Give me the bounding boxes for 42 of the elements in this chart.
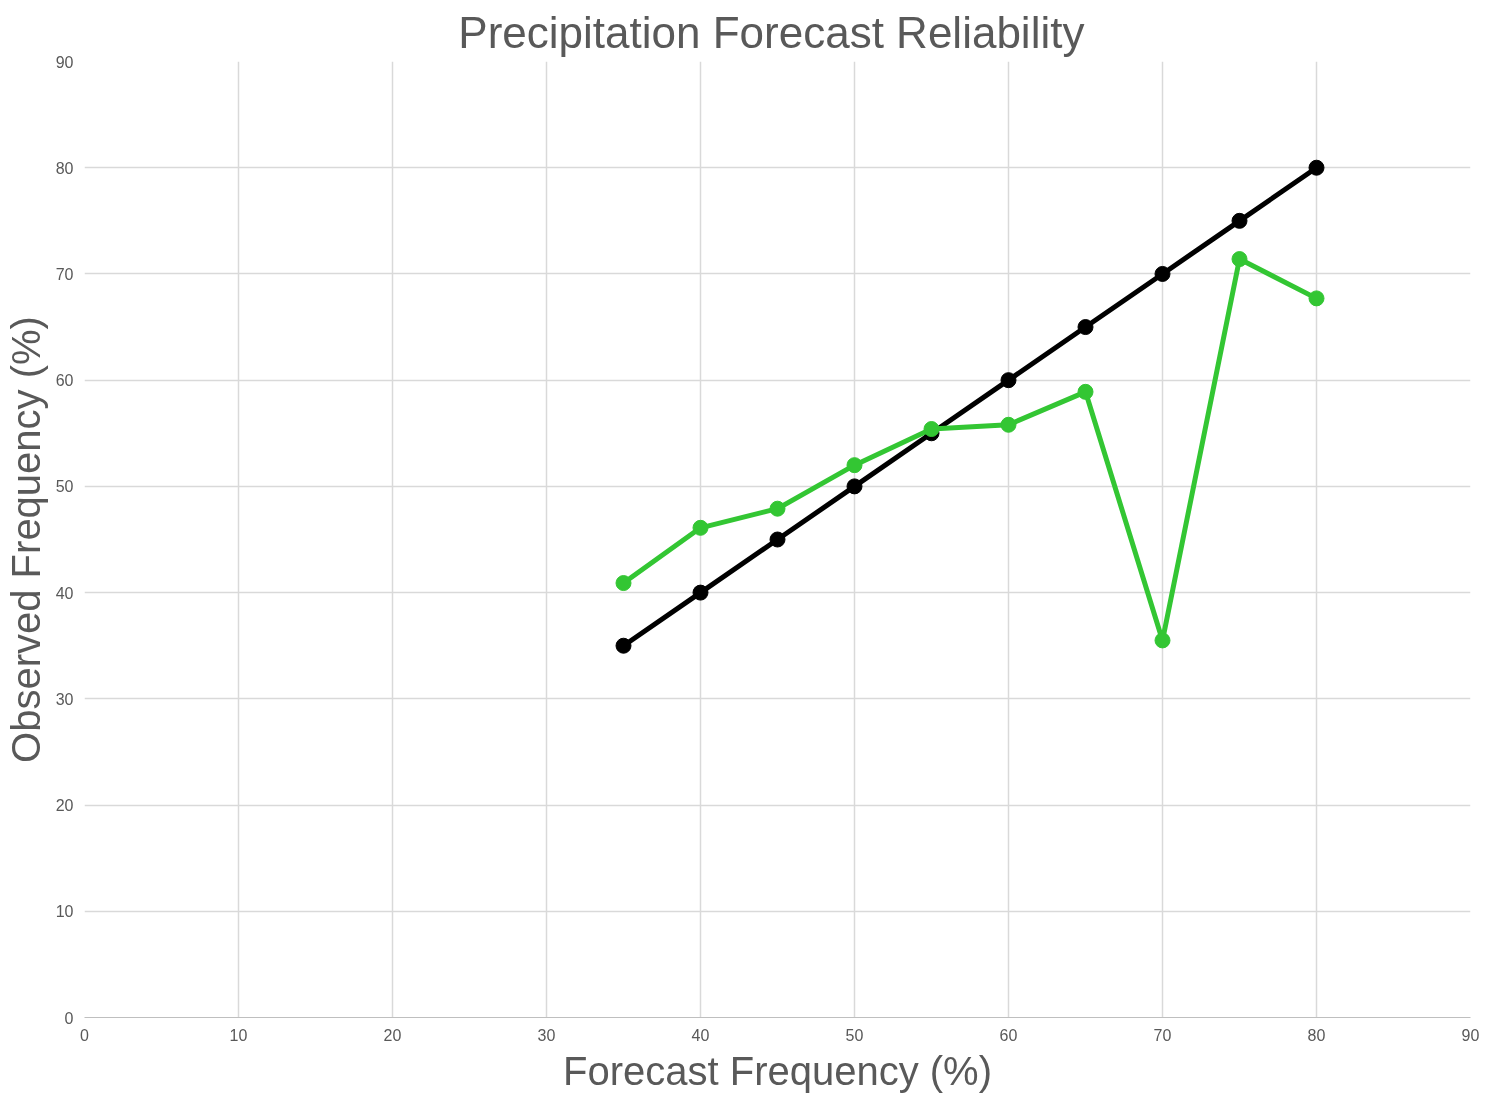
point xyxy=(692,519,709,536)
point xyxy=(769,500,786,517)
y-tick-label: 20 xyxy=(55,797,74,815)
x-tick-label: 90 xyxy=(1461,1026,1480,1044)
point xyxy=(1308,290,1325,307)
point xyxy=(1000,416,1017,433)
point xyxy=(1154,265,1171,282)
x-tick-label: 70 xyxy=(1153,1026,1172,1044)
point xyxy=(1231,251,1248,268)
x-tick-label: 0 xyxy=(80,1026,90,1044)
point xyxy=(1077,319,1094,336)
x-tick-label: 30 xyxy=(537,1026,556,1044)
chart-title: Precipitation Forecast Reliability xyxy=(458,7,1085,57)
point xyxy=(769,531,786,548)
point xyxy=(615,575,632,592)
y-tick-label: 40 xyxy=(55,584,74,602)
y-tick-label: 60 xyxy=(55,372,74,390)
point xyxy=(692,584,709,601)
x-tick-label: 60 xyxy=(999,1026,1018,1044)
point xyxy=(923,421,940,438)
x-tick-label: 40 xyxy=(691,1026,710,1044)
y-tick-label: 10 xyxy=(55,903,74,921)
y-tick-label: 30 xyxy=(55,690,74,708)
x-tick-label: 20 xyxy=(383,1026,402,1044)
point xyxy=(1154,632,1171,649)
y-tick-label: 50 xyxy=(55,478,74,496)
x-tick-label: 50 xyxy=(845,1026,864,1044)
x-tick-label: 80 xyxy=(1307,1026,1326,1044)
y-axis-title: Observed Frequency (%) xyxy=(3,316,48,763)
x-tick-label: 10 xyxy=(229,1026,248,1044)
y-tick-label: 90 xyxy=(55,53,74,71)
point xyxy=(1077,383,1094,400)
point xyxy=(1308,159,1325,176)
point xyxy=(1000,372,1017,389)
point xyxy=(846,457,863,474)
y-tick-label: 80 xyxy=(55,159,74,177)
x-axis-title: Forecast Frequency (%) xyxy=(562,1048,993,1093)
point xyxy=(1231,212,1248,229)
point xyxy=(615,637,632,654)
point xyxy=(846,478,863,495)
y-tick-label: 70 xyxy=(55,265,74,283)
y-tick-label: 0 xyxy=(64,1009,74,1027)
